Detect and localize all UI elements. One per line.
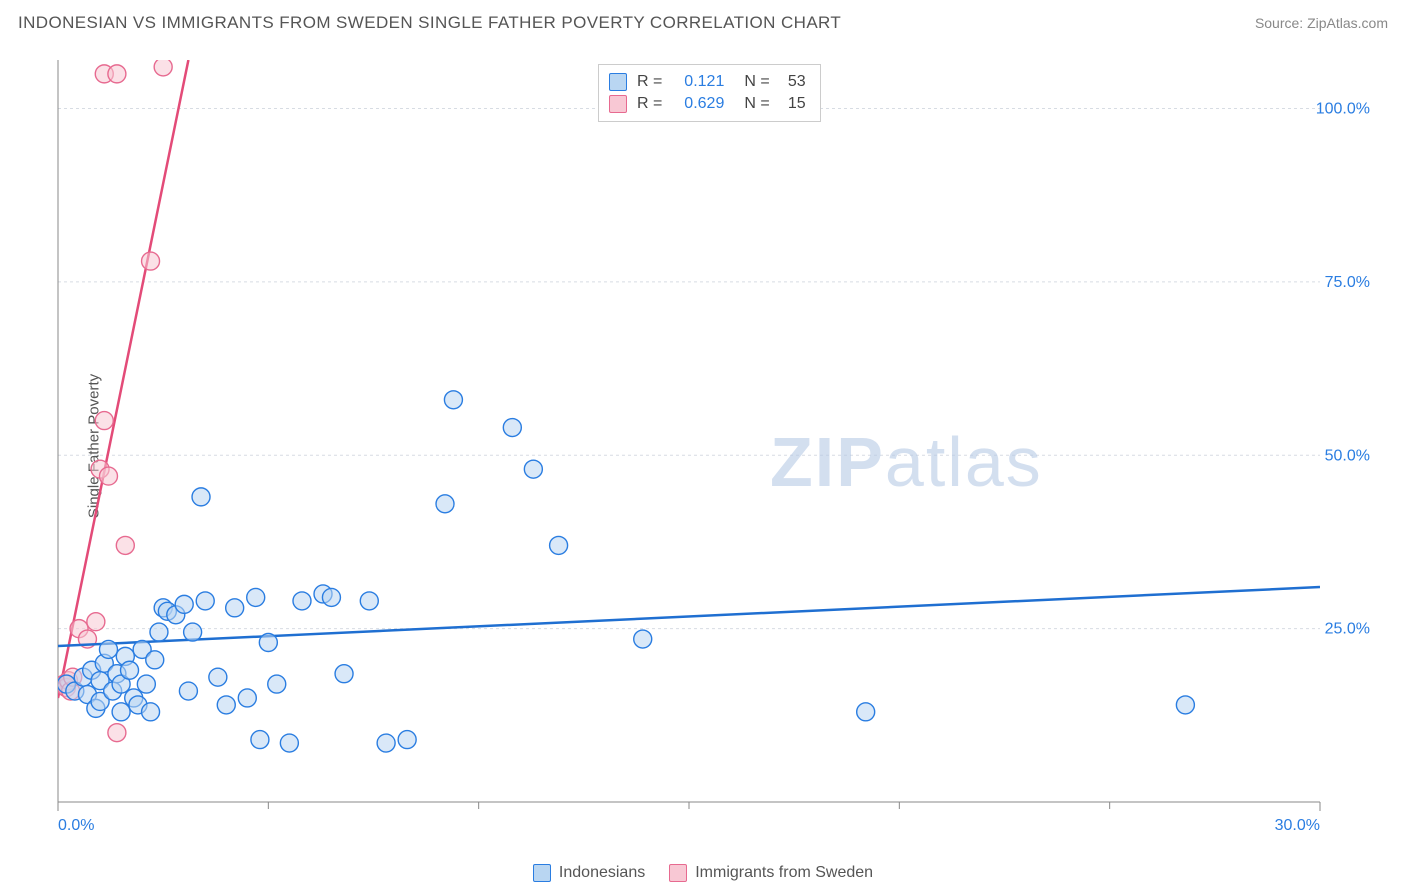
sweden-point — [154, 58, 172, 76]
stats-row-sweden: R = 0.629 N = 15 — [609, 93, 806, 115]
stats-r-label: R = — [637, 73, 662, 91]
indonesians-point — [247, 588, 265, 606]
y-tick-label: 50.0% — [1325, 447, 1370, 464]
legend-label: Immigrants from Sweden — [695, 864, 873, 881]
indonesians-point — [444, 391, 462, 409]
stats-n-label: N = — [744, 73, 769, 91]
legend-item: Indonesians — [533, 864, 645, 882]
title-bar: INDONESIAN VS IMMIGRANTS FROM SWEDEN SIN… — [0, 0, 1406, 44]
indonesians-point — [550, 536, 568, 554]
indonesians-point — [217, 696, 235, 714]
indonesians-point — [175, 595, 193, 613]
indonesians-point — [192, 488, 210, 506]
indonesians-point — [280, 734, 298, 752]
sweden-point — [99, 467, 117, 485]
indonesians-point — [293, 592, 311, 610]
chart-title: INDONESIAN VS IMMIGRANTS FROM SWEDEN SIN… — [18, 13, 841, 33]
indonesians-point — [238, 689, 256, 707]
indonesians-point — [112, 703, 130, 721]
indonesians-point — [259, 634, 277, 652]
sweden-point — [95, 412, 113, 430]
stats-n-value: 53 — [780, 73, 806, 91]
indonesians-point — [634, 630, 652, 648]
indonesians-point — [184, 623, 202, 641]
indonesians-point — [377, 734, 395, 752]
indonesians-point — [524, 460, 542, 478]
sweden-point — [108, 65, 126, 83]
legend-swatch-icon — [669, 864, 687, 882]
indonesians-point — [99, 640, 117, 658]
legend-swatch-icon — [609, 73, 627, 91]
indonesians-point — [436, 495, 454, 513]
indonesians-point — [335, 665, 353, 683]
x-tick-label: 30.0% — [1275, 817, 1320, 834]
indonesians-point — [268, 675, 286, 693]
stats-row-indonesians: R = 0.121 N = 53 — [609, 71, 806, 93]
indonesians-point — [226, 599, 244, 617]
indonesians-point — [398, 731, 416, 749]
indonesians-point — [137, 675, 155, 693]
indonesians-point — [209, 668, 227, 686]
indonesians-point — [142, 703, 160, 721]
indonesians-point — [503, 419, 521, 437]
indonesians-point — [857, 703, 875, 721]
sweden-point — [142, 252, 160, 270]
source-label: Source: ZipAtlas.com — [1255, 15, 1388, 31]
chart-svg: 25.0% 50.0% 75.0% 100.0% 0.0% 30.0% — [50, 52, 1380, 840]
legend-swatch-icon — [533, 864, 551, 882]
stats-n-label: N = — [744, 95, 769, 113]
indonesians-point — [1176, 696, 1194, 714]
indonesians-point — [146, 651, 164, 669]
stats-n-value: 15 — [780, 95, 806, 113]
indonesians-point — [322, 588, 340, 606]
scatter-plot: 25.0%50.0%75.0%100.0%0.0%30.0% ZIPatlas … — [50, 52, 1380, 840]
legend-swatch-icon — [609, 95, 627, 113]
sweden-point — [87, 613, 105, 631]
y-tick-label: 25.0% — [1325, 621, 1370, 638]
stats-r-value: 0.629 — [672, 95, 724, 113]
sweden-point — [116, 536, 134, 554]
stats-r-label: R = — [637, 95, 662, 113]
x-tick-label: 0.0% — [58, 817, 94, 834]
indonesians-point — [251, 731, 269, 749]
indonesians-point — [360, 592, 378, 610]
indonesians-point — [150, 623, 168, 641]
sweden-point — [108, 724, 126, 742]
legend-bottom: Indonesians Immigrants from Sweden — [0, 858, 1406, 888]
y-tick-label: 100.0% — [1316, 101, 1370, 118]
legend-label: Indonesians — [559, 864, 645, 881]
indonesians-point — [179, 682, 197, 700]
indonesians-point — [121, 661, 139, 679]
legend-item: Immigrants from Sweden — [669, 864, 873, 882]
y-tick-label: 75.0% — [1325, 274, 1370, 291]
stats-legend-box: R = 0.121 N = 53 R = 0.629 N = 15 — [598, 64, 821, 122]
stats-r-value: 0.121 — [672, 73, 724, 91]
indonesians-point — [196, 592, 214, 610]
